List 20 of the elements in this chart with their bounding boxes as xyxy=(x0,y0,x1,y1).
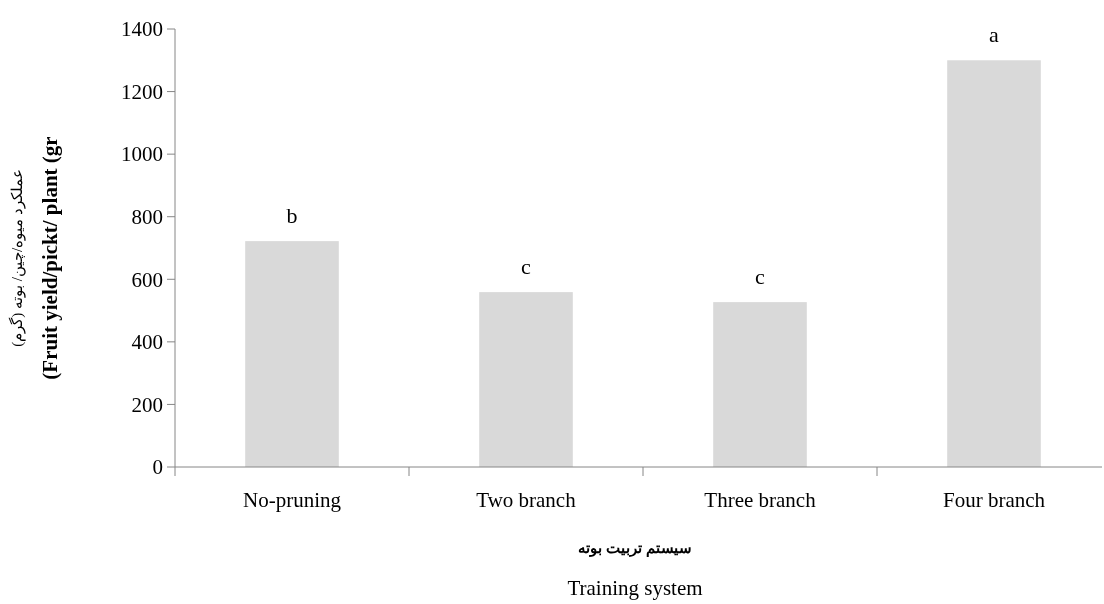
x-tick-label: Three branch xyxy=(704,488,817,512)
y-tick-label: 1200 xyxy=(121,79,163,104)
y-tick-label: 400 xyxy=(131,330,163,355)
annotation: c xyxy=(521,254,532,280)
annotation: c xyxy=(755,264,766,290)
bar xyxy=(245,241,339,467)
y-tick-label: 200 xyxy=(131,392,163,417)
y-tick-label: 0 xyxy=(152,455,163,480)
y-tick-label: 800 xyxy=(131,205,163,230)
y-tick-label: 1000 xyxy=(121,142,163,167)
y-tick-label: 600 xyxy=(131,267,163,292)
x-tick-label: No-pruning xyxy=(243,488,342,512)
bar xyxy=(713,302,807,467)
bar xyxy=(947,60,1041,467)
annotation: a xyxy=(989,22,1000,48)
x-tick-label: Four branch xyxy=(942,488,1046,512)
annotation: b xyxy=(286,203,298,229)
bar xyxy=(479,292,573,467)
x-tick-label: Two branch xyxy=(476,488,577,512)
y-tick-label: 1400 xyxy=(121,17,163,42)
